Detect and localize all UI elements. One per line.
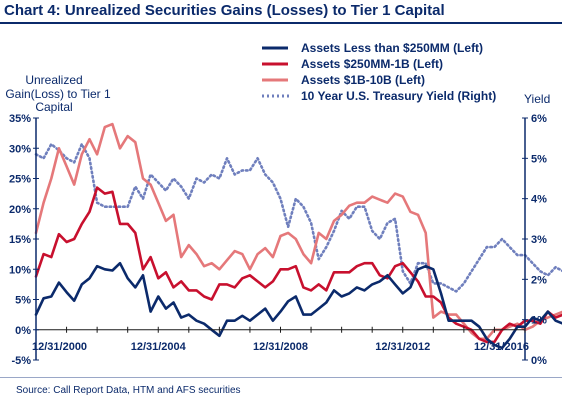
legend-background [258, 40, 518, 108]
left-axis-label-line-2: Gain(Loss) to Tier 1 [5, 87, 111, 101]
right-tick-label: 4% [531, 194, 547, 206]
x-tick-label: 12/31/2000 [32, 341, 87, 353]
right-tick-label: 5% [531, 153, 547, 165]
legend-label-small: Assets Less than $250MM (Left) [301, 41, 483, 55]
x-tick-label: 12/31/2016 [474, 341, 529, 353]
x-tick-label: 12/31/2012 [375, 341, 430, 353]
left-tick-label: 25% [9, 174, 31, 186]
right-tick-label: 2% [531, 274, 547, 286]
left-axis-label-line-3: Capital [35, 100, 72, 114]
right-tick-label: 6% [531, 113, 547, 125]
series-line-3 [34, 142, 562, 293]
left-tick-label: 15% [9, 234, 31, 246]
legend-label-mid: Assets $250MM-1B (Left) [301, 57, 443, 71]
left-tick-label: 5% [15, 295, 31, 307]
left-tick-label: 35% [9, 113, 31, 125]
right-tick-label: 0% [531, 355, 547, 367]
left-tick-label: -5% [11, 355, 31, 367]
left-tick-label: 20% [9, 204, 31, 216]
left-axis-label-line-1: Unrealized [25, 73, 82, 87]
title-divider [0, 22, 562, 24]
left-tick-label: 10% [9, 264, 31, 276]
legend-label-large: Assets $1B-10B (Left) [301, 73, 425, 87]
right-tick-label: 1% [531, 315, 547, 327]
source-note: Source: Call Report Data, HTM and AFS se… [16, 385, 241, 396]
series-line-1 [34, 186, 562, 344]
chart-title: Chart 4: Unrealized Securities Gains (Lo… [4, 2, 445, 19]
right-axis-label: Yield [524, 92, 550, 106]
left-tick-label: 0% [15, 325, 31, 337]
x-tick-label: 12/31/2004 [131, 341, 187, 353]
right-tick-label: 3% [531, 234, 547, 246]
legend-label-treasury: 10 Year U.S. Treasury Yield (Right) [301, 89, 496, 103]
left-tick-label: 30% [9, 143, 31, 155]
legend: Assets Less than $250MM (Left) Assets $2… [258, 40, 518, 108]
x-tick-label: 12/31/2008 [253, 341, 308, 353]
footer-divider [0, 377, 562, 378]
series-line-0 [34, 261, 562, 350]
